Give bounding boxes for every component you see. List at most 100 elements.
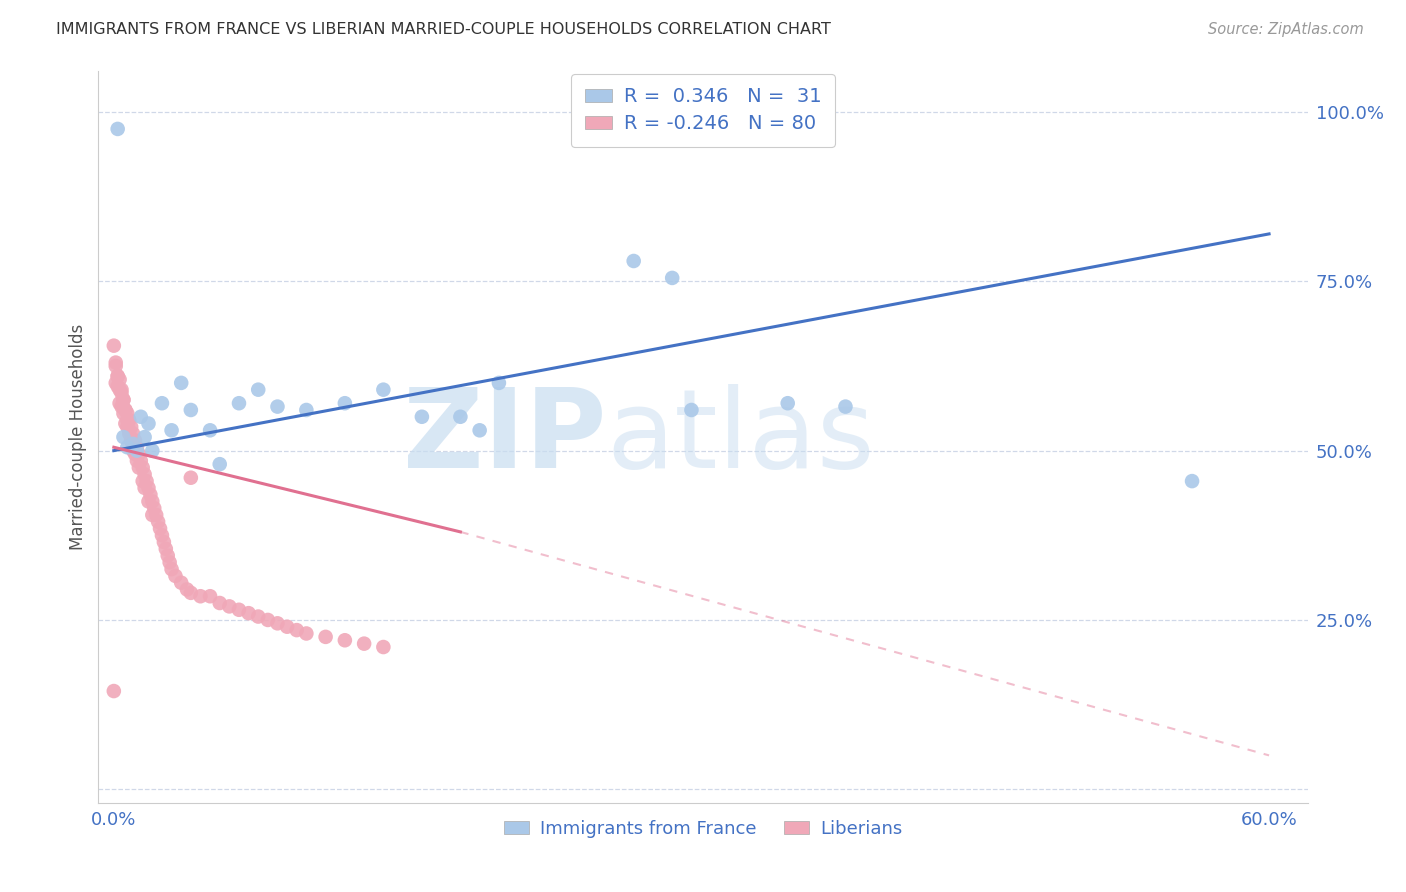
Point xyxy=(114,403,136,417)
Point xyxy=(276,620,298,634)
Point xyxy=(122,443,145,458)
Point xyxy=(124,434,146,448)
Point xyxy=(681,403,703,417)
Point xyxy=(295,626,318,640)
Point xyxy=(165,569,187,583)
Point xyxy=(180,586,202,600)
Point xyxy=(117,420,139,434)
Point xyxy=(122,426,145,441)
Point xyxy=(198,423,221,437)
Point xyxy=(449,409,471,424)
Point xyxy=(160,562,183,576)
Point xyxy=(108,372,131,386)
Point xyxy=(103,684,125,698)
Point xyxy=(228,603,250,617)
Point xyxy=(112,392,135,407)
Point xyxy=(134,467,156,482)
Point xyxy=(104,359,127,373)
Text: IMMIGRANTS FROM FRANCE VS LIBERIAN MARRIED-COUPLE HOUSEHOLDS CORRELATION CHART: IMMIGRANTS FROM FRANCE VS LIBERIAN MARRI… xyxy=(56,22,831,37)
Y-axis label: Married-couple Households: Married-couple Households xyxy=(69,324,87,550)
Text: atlas: atlas xyxy=(606,384,875,491)
Point xyxy=(134,481,156,495)
Point xyxy=(170,376,193,390)
Point xyxy=(112,392,135,407)
Point xyxy=(125,454,148,468)
Point xyxy=(122,440,145,454)
Point xyxy=(834,400,856,414)
Point xyxy=(156,549,179,563)
Point xyxy=(129,454,152,468)
Point xyxy=(128,460,150,475)
Point xyxy=(128,447,150,461)
Point xyxy=(110,386,132,401)
Point xyxy=(118,426,141,441)
Point xyxy=(353,637,375,651)
Point xyxy=(315,630,337,644)
Point xyxy=(107,369,129,384)
Point xyxy=(103,339,125,353)
Point xyxy=(623,254,645,268)
Point xyxy=(138,494,160,508)
Point xyxy=(468,423,491,437)
Point xyxy=(159,555,181,569)
Point xyxy=(238,606,260,620)
Point xyxy=(112,406,135,420)
Point xyxy=(135,474,157,488)
Point xyxy=(110,400,132,414)
Point xyxy=(149,521,172,535)
Point xyxy=(208,596,231,610)
Point xyxy=(118,413,141,427)
Point xyxy=(114,417,136,431)
Point xyxy=(155,541,177,556)
Point xyxy=(150,528,173,542)
Point xyxy=(153,535,176,549)
Point xyxy=(131,474,153,488)
Point xyxy=(112,430,135,444)
Point xyxy=(208,457,231,471)
Point xyxy=(228,396,250,410)
Point xyxy=(146,515,169,529)
Point xyxy=(107,122,129,136)
Point xyxy=(141,494,163,508)
Point xyxy=(295,403,318,417)
Point xyxy=(160,423,183,437)
Text: Source: ZipAtlas.com: Source: ZipAtlas.com xyxy=(1208,22,1364,37)
Point xyxy=(120,420,142,434)
Point xyxy=(120,434,142,448)
Point xyxy=(107,369,129,384)
Point xyxy=(117,406,139,420)
Point xyxy=(488,376,510,390)
Point xyxy=(118,423,141,437)
Point xyxy=(141,508,163,522)
Point xyxy=(110,383,132,397)
Point xyxy=(114,403,136,417)
Point xyxy=(139,488,162,502)
Point xyxy=(117,413,139,427)
Legend: Immigrants from France, Liberians: Immigrants from France, Liberians xyxy=(496,813,910,845)
Point xyxy=(661,271,683,285)
Point xyxy=(125,443,148,458)
Point xyxy=(120,434,142,448)
Point xyxy=(373,383,395,397)
Point xyxy=(125,440,148,454)
Point xyxy=(373,640,395,654)
Point xyxy=(198,589,221,603)
Point xyxy=(170,575,193,590)
Point xyxy=(104,355,127,369)
Point xyxy=(131,460,153,475)
Point xyxy=(247,383,270,397)
Point xyxy=(138,417,160,431)
Point xyxy=(129,409,152,424)
Point xyxy=(122,437,145,451)
Point xyxy=(247,609,270,624)
Point xyxy=(104,376,127,390)
Point xyxy=(333,396,356,410)
Point xyxy=(150,396,173,410)
Point xyxy=(107,379,129,393)
Point xyxy=(145,508,167,522)
Point xyxy=(134,430,156,444)
Point xyxy=(266,616,288,631)
Point xyxy=(190,589,212,603)
Point xyxy=(141,443,163,458)
Point xyxy=(266,400,288,414)
